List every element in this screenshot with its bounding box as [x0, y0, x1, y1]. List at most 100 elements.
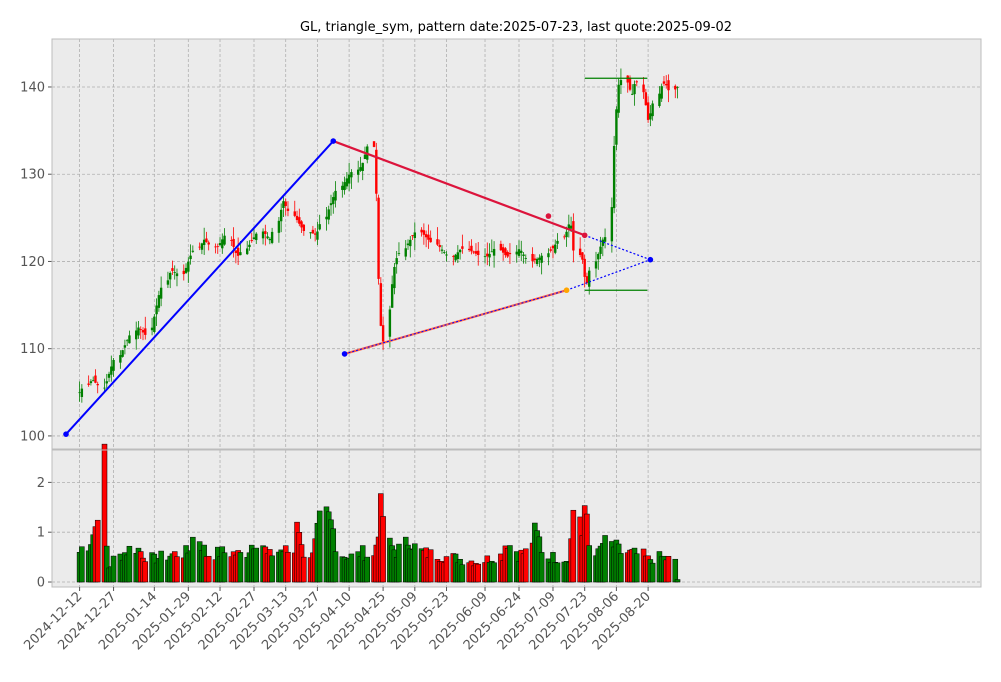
candle-body	[313, 233, 317, 235]
candle-body	[597, 253, 600, 260]
candle-body	[282, 201, 285, 208]
candle-body	[603, 237, 607, 242]
volume-bar	[491, 562, 497, 583]
candle-body	[420, 229, 423, 233]
candle-body	[531, 253, 534, 262]
candle-body	[443, 252, 446, 253]
lower-projection	[566, 259, 651, 291]
volume-bar	[586, 545, 592, 583]
candle-body	[302, 224, 306, 231]
candle-body	[660, 86, 663, 99]
pattern-point-marker	[63, 431, 69, 437]
candle-body	[182, 270, 185, 275]
candle-body	[139, 329, 142, 330]
candle-body	[454, 254, 457, 261]
volume-bar	[412, 543, 418, 583]
candle-body	[556, 240, 559, 244]
candle-body	[395, 258, 398, 265]
upper-trendline	[332, 140, 586, 237]
candle-body	[581, 252, 584, 260]
candle-body	[207, 242, 210, 245]
volume-bar	[570, 509, 577, 583]
candle-body	[662, 81, 666, 84]
candle-body	[633, 84, 636, 95]
volume-bar	[364, 556, 370, 583]
candle-body	[277, 220, 281, 233]
volume-bar	[126, 545, 133, 583]
volume-y-tick-label: 1	[37, 526, 45, 541]
candle-body	[298, 217, 301, 224]
candle-body	[216, 246, 219, 248]
candle-body	[490, 251, 494, 253]
volume-bar	[110, 555, 117, 583]
candle-body	[522, 254, 525, 257]
candle-body	[89, 381, 93, 384]
volume-bar	[475, 563, 481, 583]
candle-body	[230, 240, 233, 241]
volume-y-tick-label: 0	[37, 576, 45, 591]
candle-body	[78, 392, 81, 394]
candle-body	[492, 248, 496, 256]
volume-bar	[672, 558, 679, 583]
candle-body	[397, 253, 401, 254]
candle-body	[112, 360, 115, 371]
pattern-point-marker	[581, 232, 588, 239]
candle-body	[327, 209, 330, 220]
volume-bar	[301, 556, 307, 583]
candle-body	[187, 261, 190, 272]
candle-body	[515, 251, 518, 255]
candle-body	[517, 249, 521, 256]
volume-bar	[507, 545, 513, 583]
volume-bar	[332, 551, 339, 583]
candle-body	[458, 249, 462, 253]
volume-bar	[602, 535, 608, 583]
volume-bar	[443, 556, 450, 583]
volume-bar	[459, 564, 466, 583]
candle-body	[377, 197, 380, 279]
pattern-point-marker	[545, 213, 552, 219]
candle-body	[572, 221, 575, 251]
candle-body	[533, 258, 537, 261]
pattern-point-marker	[330, 138, 337, 144]
candle-body	[409, 239, 412, 247]
candle-body	[198, 246, 201, 248]
candle-body	[508, 252, 512, 255]
candle-body	[270, 231, 274, 243]
volume-bar	[316, 510, 323, 583]
candle-body	[150, 327, 154, 331]
candle-body	[635, 81, 638, 83]
candle-body	[137, 327, 140, 336]
candle-body	[375, 149, 378, 194]
candle-body	[123, 345, 127, 348]
candle-body	[631, 93, 634, 95]
candle-body	[379, 283, 383, 326]
candle-body	[221, 239, 224, 249]
candle-body	[565, 231, 568, 238]
candle-body	[173, 272, 176, 273]
candle-body	[413, 232, 417, 239]
candle-body	[250, 240, 253, 242]
candle-body	[599, 246, 602, 254]
volume-bar	[665, 556, 672, 583]
candle-body	[159, 287, 163, 299]
candle-body	[472, 251, 475, 253]
candle-body	[341, 185, 344, 190]
candle-body	[107, 373, 111, 378]
candle-body	[157, 295, 161, 308]
volume-panel: 0 1 2	[37, 443, 982, 591]
candle-body	[438, 244, 441, 248]
candle-body	[255, 233, 258, 241]
candle-body	[429, 237, 432, 243]
lower-trendline-overlay	[344, 289, 567, 355]
volume-bar	[634, 553, 640, 583]
candle-body	[585, 276, 589, 283]
candle-body	[617, 84, 620, 113]
candle-body	[279, 209, 283, 222]
candle-body	[168, 272, 172, 280]
candle-body	[644, 92, 648, 106]
price-plot-area	[52, 39, 981, 449]
candle-body	[390, 284, 394, 308]
candle-body	[125, 340, 129, 342]
candle-body	[388, 309, 392, 337]
candle-body	[363, 154, 367, 159]
